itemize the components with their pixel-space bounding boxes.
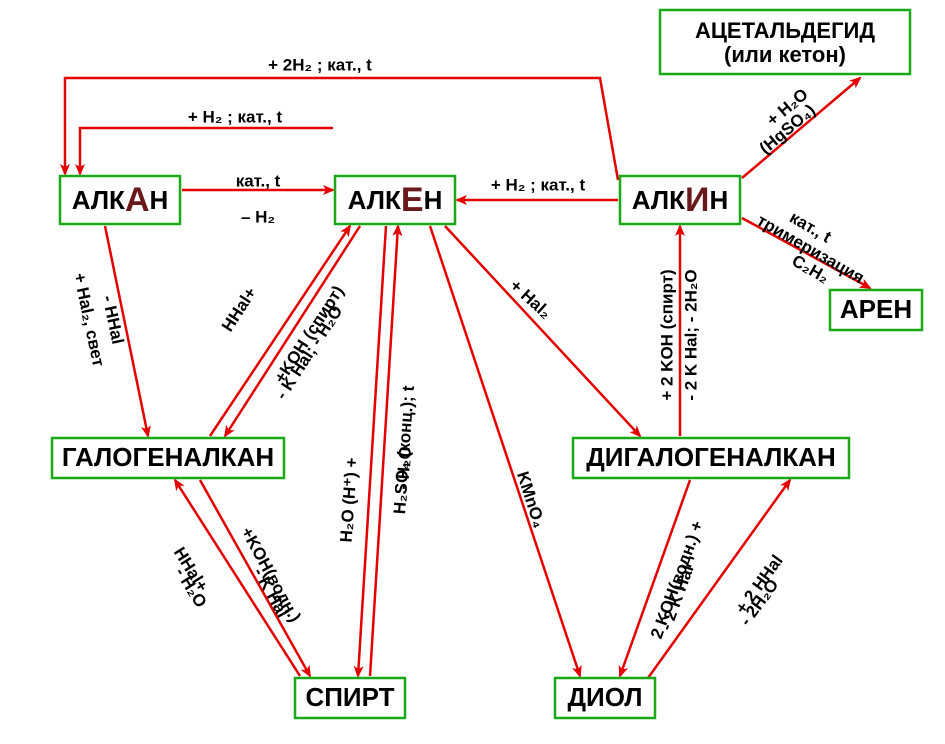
node-spirt: СПИРТ [295,678,405,718]
node-label-diol: ДИОЛ [567,682,642,712]
node-halogen: ГАЛОГЕНАЛКАН [52,438,284,478]
node-label-aren: АРЕН [840,294,912,324]
edge-label-alkin-alken-1: + H₂ ; кат., t [491,175,586,194]
edge-label-alkin-alkan-1: + 2H₂ ; кат., t [268,55,372,74]
node-dihalogen: ДИГАЛОГЕНАЛКАН [573,438,849,478]
node-alkin: АЛКИН [620,176,740,224]
node-alken: АЛКЕН [335,176,455,224]
edge-label-alkan-alken-fwd-2: – H₂ [241,207,275,226]
node-label-alkan: АЛКАН [72,181,169,219]
edge-alken-spirt-b [358,226,386,676]
edge-label-alkan-halogen-a: + Hal₂, свет [70,271,108,368]
node-label-acetald-2: (или кетон) [724,42,846,67]
node-label-acetald-1: АЦЕТАЛЬДЕГИД [695,18,875,43]
node-label-spirt: СПИРТ [305,682,394,712]
node-label-alkin: АЛКИН [632,181,728,219]
edge-label-dihalogen-alkin-b: - 2 K Hal; - 2H₂O [681,269,700,400]
node-acetald: АЦЕТАЛЬДЕГИД(или кетон) [660,10,910,74]
edge-label-alken-alkan-rev-1: + H₂ ; кат., t [188,107,283,126]
edge-label-spirt-alken-a-2: - H₂O [393,446,415,491]
node-alkan: АЛКАН [60,176,180,224]
node-label-alken: АЛКЕН [348,181,443,219]
node-label-dihalogen: ДИГАЛОГЕНАЛКАН [586,442,836,472]
edge-alken-dihalogen [445,226,640,436]
chemistry-flowchart: АЛКАН АЛКЕН АЛКИН АЦЕТАЛЬДЕГИД(или кетон) АР… [0,0,945,744]
edge-label-dihalogen-alkin-a: + 2 KOH (спирт) [657,269,676,400]
node-label-halogen: ГАЛОГЕНАЛКАН [62,442,274,472]
edge-label-alkan-alken-fwd-1: кат., t [236,171,281,190]
node-diol: ДИОЛ [555,678,655,718]
edge-label-alken-spirt-b-1: H₂O (H⁺) + [337,457,362,543]
edge-alken-diol [430,226,580,676]
edge-label-alken-diol-1: KMnO₄ [513,469,549,530]
node-aren: АРЕН [830,290,922,330]
edge-label-alken-halogen-b-1: HHal+ [218,284,260,335]
edge-alken-alkan-rev [80,128,333,174]
edge-alken-halogen-b [225,226,360,436]
